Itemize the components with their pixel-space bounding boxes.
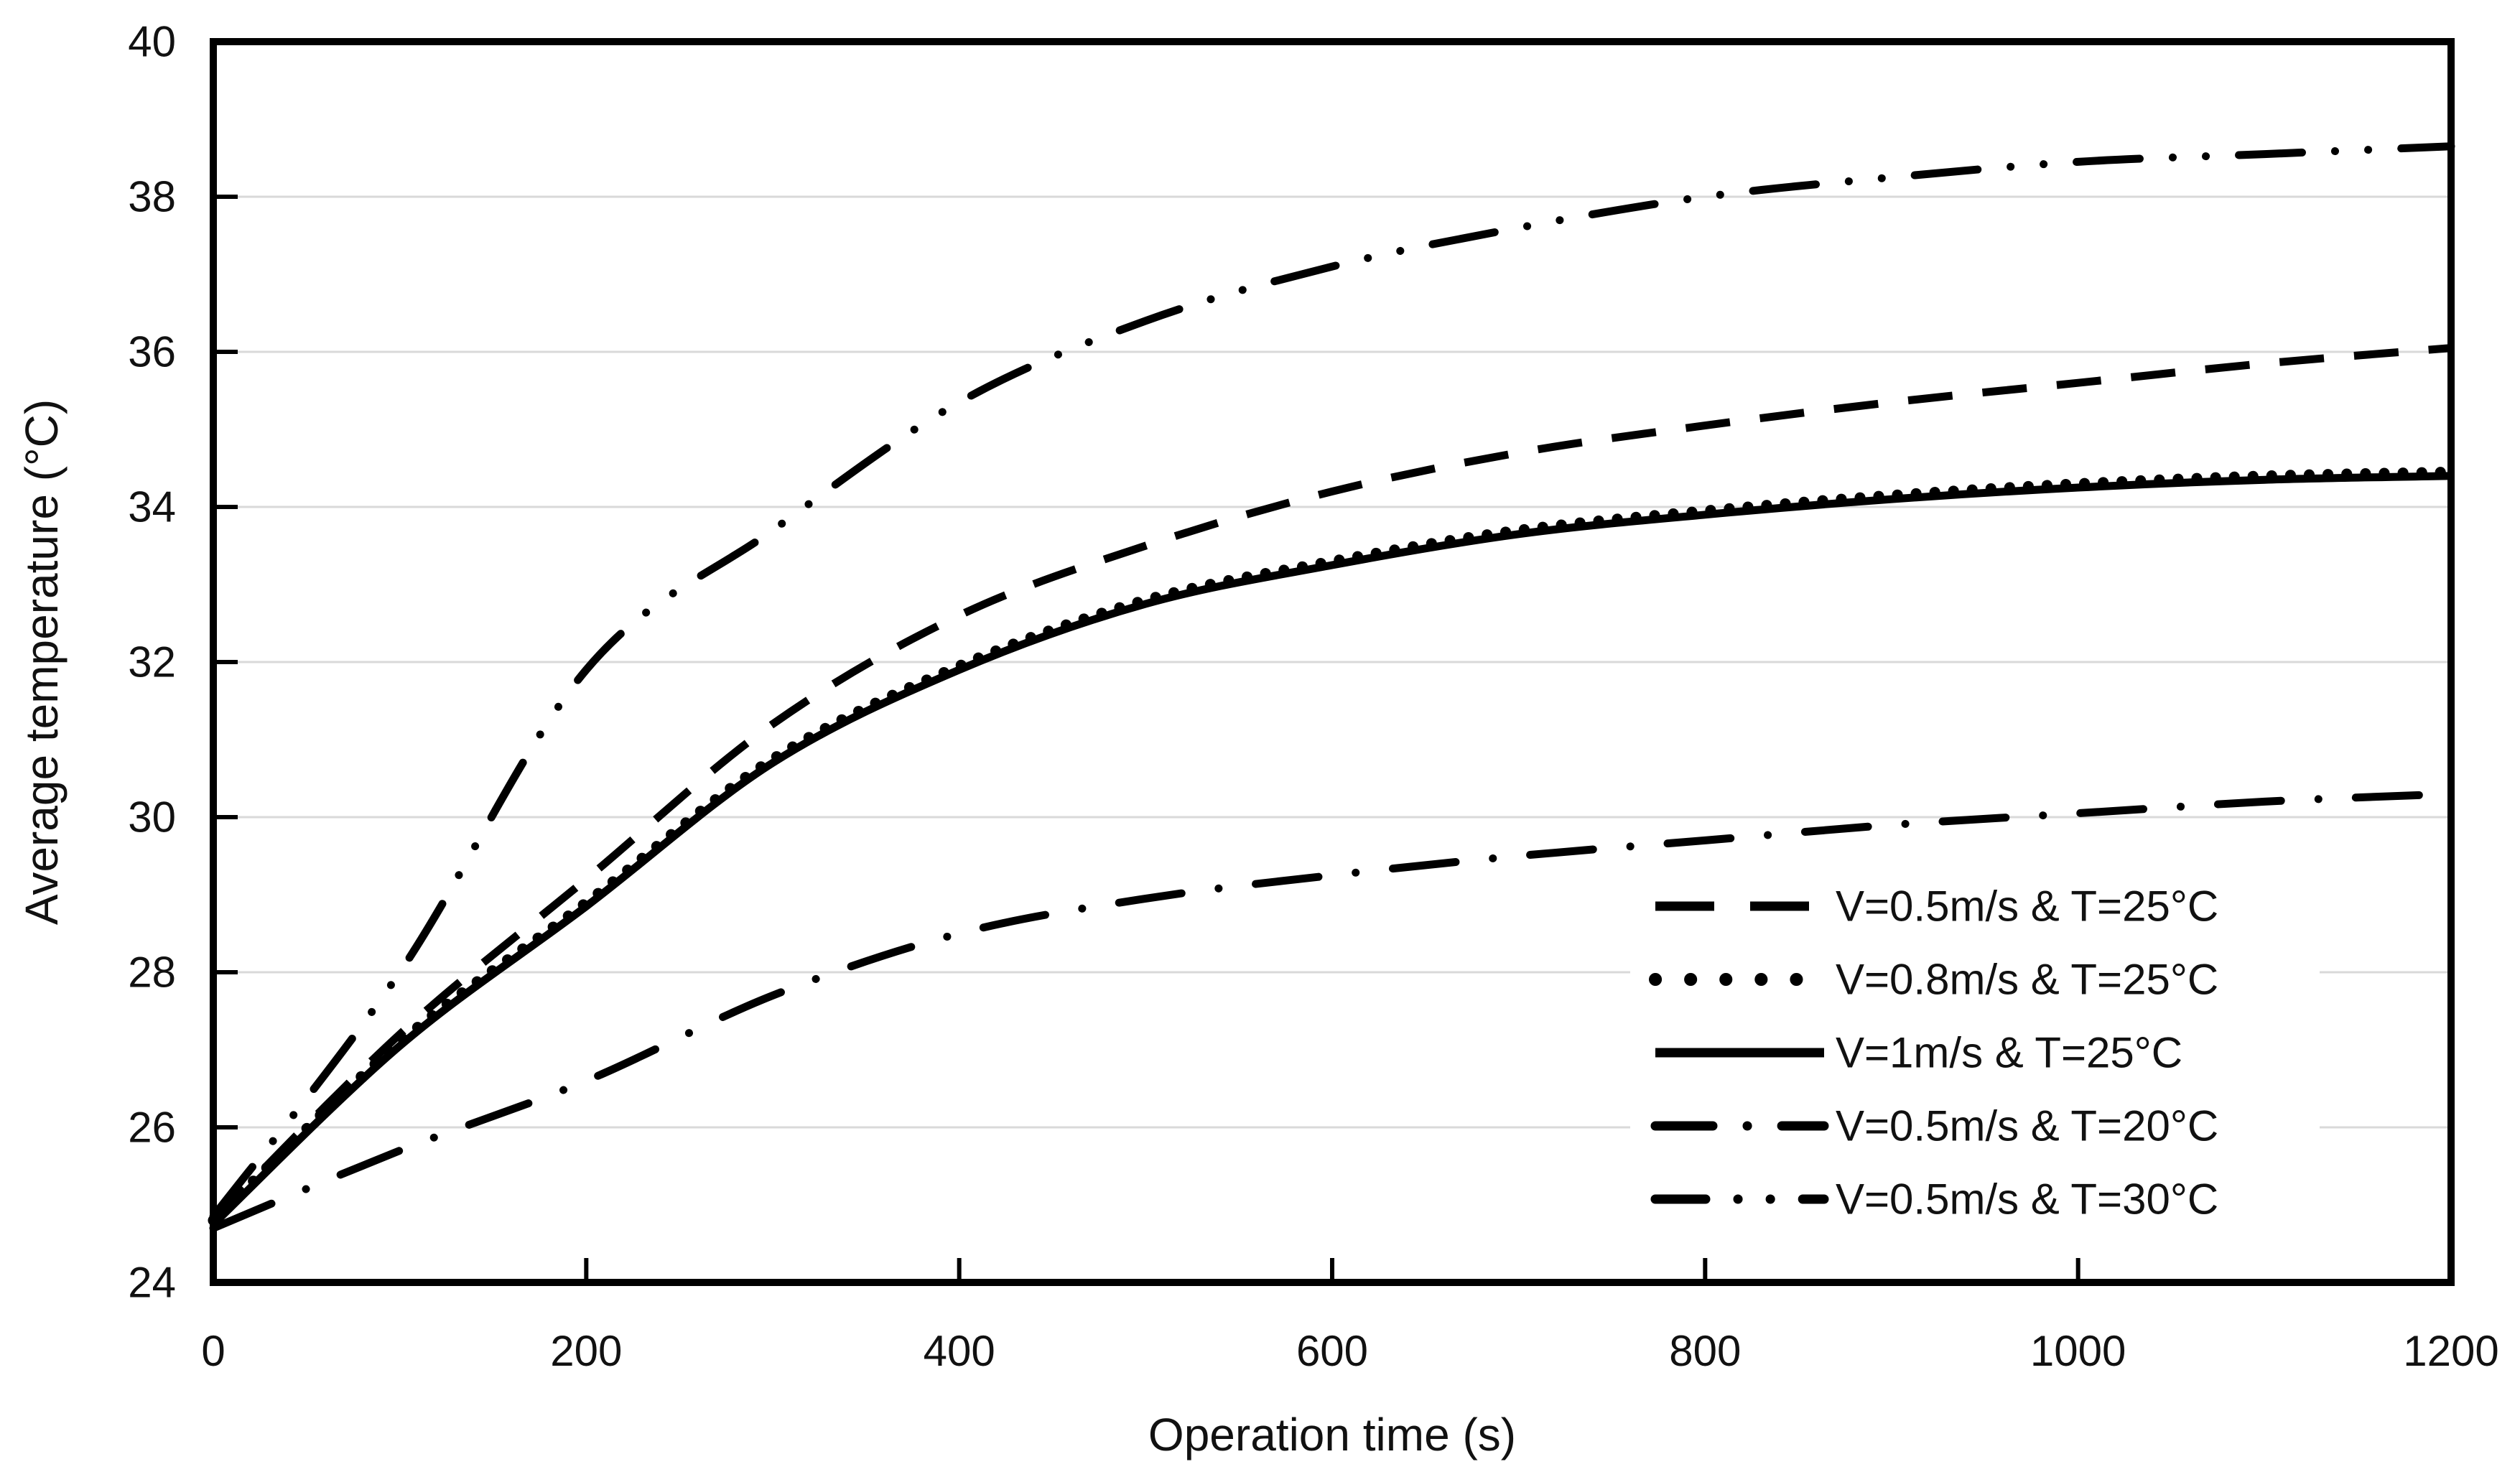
x-tick-label: 800: [1669, 1327, 1741, 1375]
gridlines: [213, 195, 2451, 1129]
y-tick-label: 36: [128, 328, 176, 376]
legend-label: V=0.8m/s & T=25°C: [1836, 956, 2218, 1004]
y-tick-label: 32: [128, 638, 176, 686]
x-axis-title: Operation time (s): [1148, 1409, 1516, 1461]
legend-label: V=1m/s & T=25°C: [1836, 1029, 2182, 1077]
legend-label: V=0.5m/s & T=25°C: [1836, 882, 2218, 931]
legend-label: V=0.5m/s & T=30°C: [1836, 1175, 2218, 1224]
x-tick-label: 1200: [2403, 1327, 2498, 1375]
y-tick-label: 40: [128, 18, 176, 66]
series-line-dash-dot: [209, 790, 2455, 1232]
legend-item: V=0.5m/s & T=20°C: [1650, 1102, 2218, 1150]
legend-item: V=0.5m/s & T=25°C: [1655, 882, 2218, 931]
y-tick-label: 34: [128, 483, 176, 531]
y-tick-label: 38: [128, 173, 176, 221]
x-tick-label: 0: [201, 1327, 225, 1375]
x-tick-label: 200: [550, 1327, 622, 1375]
legend-item: V=0.5m/s & T=30°C: [1650, 1175, 2218, 1224]
legend-item: V=1m/s & T=25°C: [1655, 1029, 2182, 1077]
legend-item: V=0.8m/s & T=25°C: [1649, 956, 2218, 1004]
series-lines: [208, 142, 2457, 1232]
series-line-dash-dot-dot: [209, 142, 2455, 1221]
x-tick-label: 1000: [2030, 1327, 2126, 1375]
series-line-solid: [210, 472, 2452, 1227]
x-tick-label: 600: [1296, 1327, 1368, 1375]
series-line-dashed: [210, 344, 2452, 1224]
y-tick-label: 28: [128, 949, 176, 997]
y-tick-label: 30: [128, 793, 176, 842]
axes: [210, 38, 2455, 1286]
legend-label: V=0.5m/s & T=20°C: [1836, 1102, 2218, 1150]
y-axis-title: Average temperature (°C): [16, 399, 68, 925]
x-tick-label: 400: [924, 1327, 995, 1375]
y-tick-label: 26: [128, 1104, 176, 1152]
legend: V=0.5m/s & T=25°C V=0.8m/s & T=25°C V=1m/s…: [1630, 865, 2320, 1239]
y-tick-label: 24: [128, 1259, 176, 1307]
